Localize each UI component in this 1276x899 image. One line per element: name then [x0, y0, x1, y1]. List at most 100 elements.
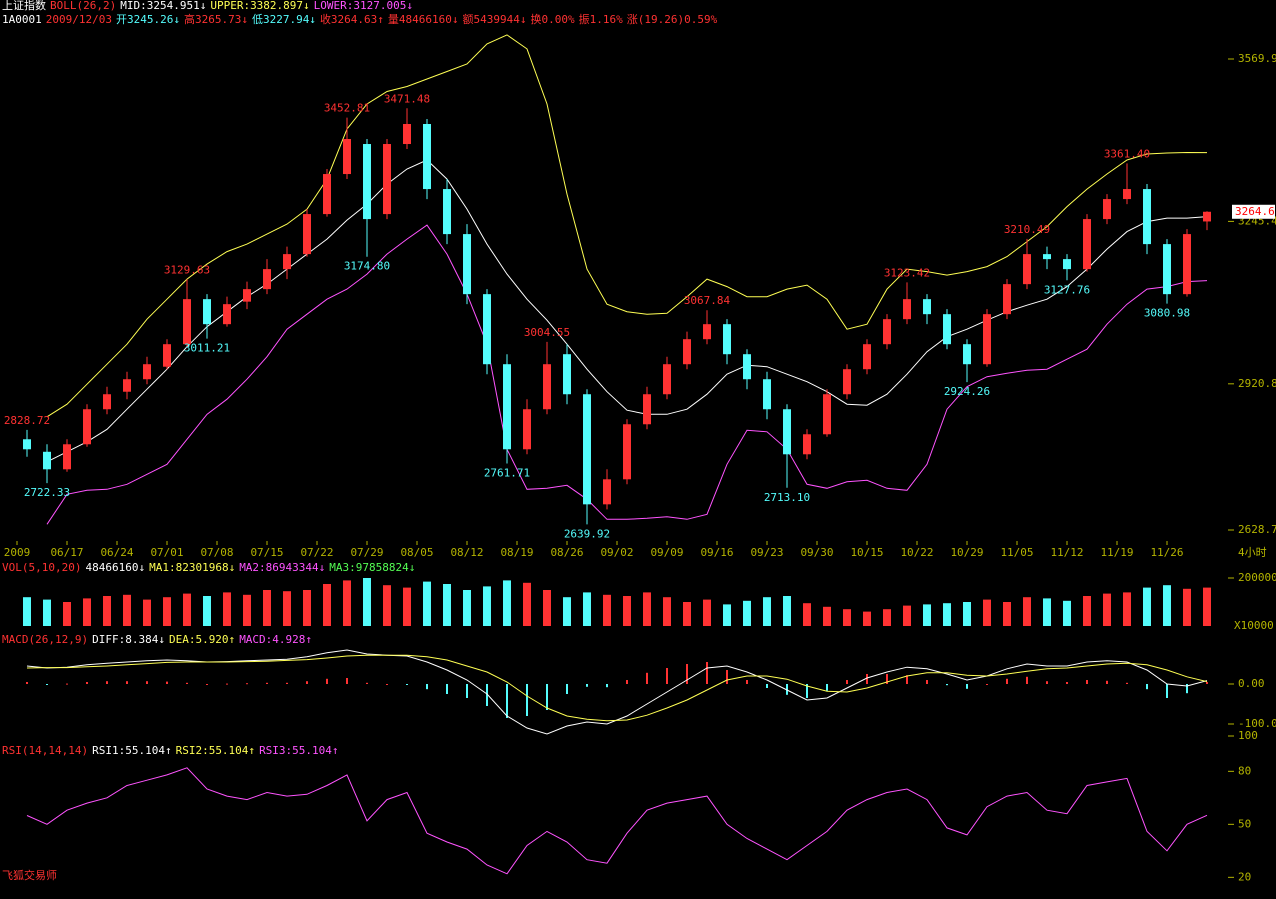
y-tick-label: 2628.7	[1238, 523, 1276, 536]
candle-body	[663, 364, 671, 395]
candle-body	[983, 314, 991, 365]
legend-item: MACD(26,12,9)	[2, 633, 88, 646]
candle-body	[1183, 234, 1191, 295]
volume-bar	[263, 590, 271, 626]
macd-bar	[126, 681, 128, 684]
candle-body	[303, 214, 311, 255]
volume-bar	[943, 603, 951, 626]
volume-bar	[463, 590, 471, 626]
candle-body	[583, 394, 591, 505]
candle-body	[563, 354, 571, 395]
volume-bar	[623, 596, 631, 626]
extreme-label: 2713.10	[764, 491, 810, 504]
volume-bar	[883, 609, 891, 626]
legend-item: 高3265.73↓	[184, 12, 248, 26]
candle-body	[1043, 254, 1051, 260]
volume-bar	[143, 599, 151, 626]
x-tick-label: 11/19	[1100, 546, 1133, 559]
legend-item: 量48466160↓	[388, 13, 459, 26]
macd-bar	[366, 682, 368, 684]
macd-bar	[1186, 684, 1188, 694]
macd-bar	[1146, 684, 1148, 690]
x-tick-label: 07/08	[200, 546, 233, 559]
legend-item: LOWER:3127.005↓	[314, 0, 413, 12]
x-tick-label: 08/19	[500, 546, 533, 559]
macd-bar	[886, 674, 888, 684]
candle-body	[1083, 219, 1091, 270]
macd-bar	[806, 684, 808, 698]
legend-item: MA1:82301968↓	[149, 561, 235, 574]
x-tick-label: 11/26	[1150, 546, 1183, 559]
volume-bar	[603, 594, 611, 626]
extreme-label: 3129.63	[164, 263, 210, 276]
macd-bar	[206, 684, 208, 685]
volume-bar	[663, 597, 671, 626]
footer: 飞狐交易师	[2, 868, 57, 882]
volume-bar	[303, 590, 311, 626]
candle-body	[183, 299, 191, 345]
legend-item: RSI(14,14,14)	[2, 744, 88, 757]
volume-bar	[243, 594, 251, 626]
macd-bar	[1166, 684, 1168, 698]
macd-bar	[1006, 678, 1008, 684]
volume-bar	[683, 602, 691, 626]
extreme-label: 3361.40	[1104, 147, 1150, 160]
extreme-label: 3174.80	[344, 260, 390, 273]
extreme-label: 3080.98	[1144, 307, 1190, 320]
candle-body	[1123, 189, 1131, 200]
volume-bar	[443, 584, 451, 626]
indicator-line	[46, 159, 1208, 463]
candle-body	[1163, 244, 1171, 295]
macd-bar	[66, 683, 68, 685]
legend-item: 振1.16%	[579, 12, 623, 26]
macd-bar	[386, 684, 388, 685]
macd-bar	[266, 682, 268, 684]
macd-bar	[166, 681, 168, 684]
candle-body	[423, 124, 431, 190]
volume-bar	[523, 582, 531, 626]
volume-bar	[283, 591, 291, 626]
macd-bar	[686, 664, 688, 684]
volume-bar	[403, 587, 411, 626]
candle-body	[403, 124, 411, 145]
candle-body	[703, 324, 711, 340]
candle-body	[883, 319, 891, 345]
legend-item: 开3245.26↓	[116, 13, 180, 26]
x-tick-label: 11/12	[1050, 546, 1083, 559]
volume-bar	[923, 604, 931, 626]
macd-bar	[286, 682, 288, 684]
macd-bar	[446, 684, 448, 694]
y-tick-label: 200000	[1238, 571, 1276, 584]
macd-bar	[726, 670, 728, 684]
x-tick-label: 09/09	[650, 546, 683, 559]
volume-bar	[1143, 587, 1151, 626]
volume-bar	[843, 609, 851, 626]
macd-bar	[1106, 680, 1108, 684]
volume-bar	[763, 597, 771, 626]
macd-bar	[1066, 682, 1068, 684]
volume-bar	[703, 599, 711, 626]
volume-bar	[163, 597, 171, 626]
macd-bar	[606, 684, 608, 688]
volume-bar	[23, 597, 31, 626]
x-tick-label: 11/05	[1000, 546, 1033, 559]
volume-bar	[223, 592, 231, 626]
x-tick-label: 2009	[4, 546, 31, 559]
macd-bar	[1126, 682, 1128, 684]
macd-bar	[426, 684, 428, 690]
candle-body	[1143, 189, 1151, 245]
legend-item: RSI3:55.104↑	[259, 744, 338, 757]
volume-bar	[563, 597, 571, 626]
macd-bar	[846, 680, 848, 684]
macd-bar	[306, 681, 308, 684]
volume-bar	[383, 585, 391, 626]
x-tick-label: 07/29	[350, 546, 383, 559]
legend-item: MA3:97858824↓	[329, 561, 415, 574]
macd-bar	[566, 684, 568, 694]
x-tick-label: 10/22	[900, 546, 933, 559]
volume-bar	[1163, 585, 1171, 626]
unit-label: X10000	[1234, 619, 1274, 632]
candle-body	[103, 394, 111, 410]
macd-bar	[826, 684, 828, 691]
legend-item: 涨(19.26)0.59%	[627, 13, 718, 26]
